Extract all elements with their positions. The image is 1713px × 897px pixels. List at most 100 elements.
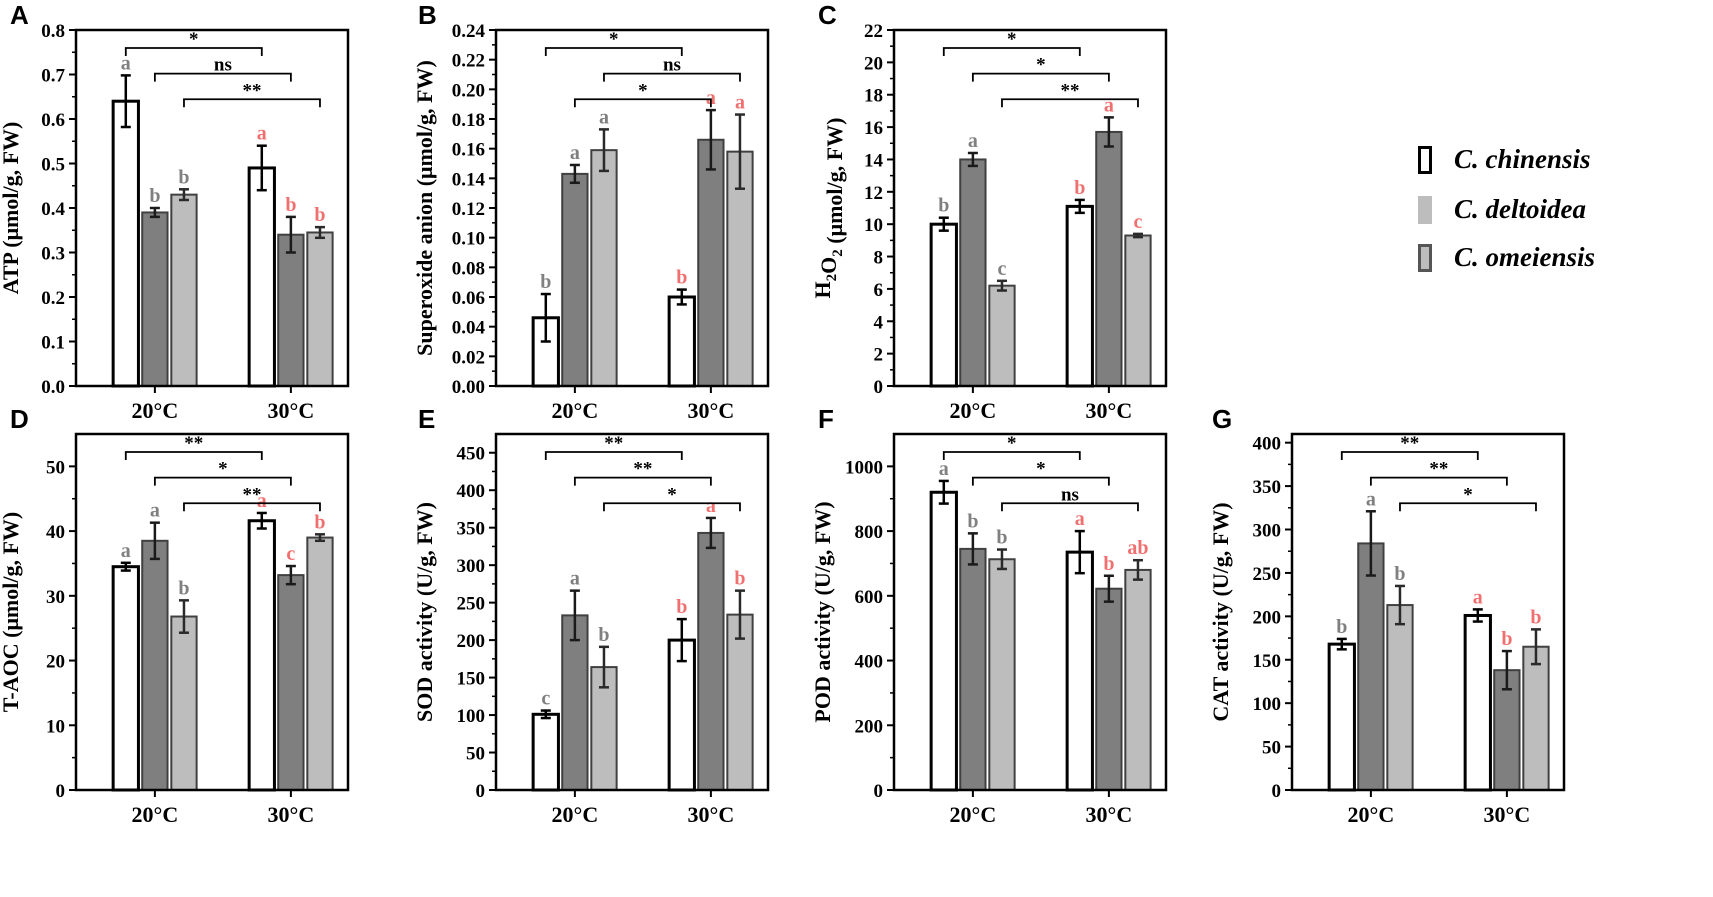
bar [561,614,589,791]
comparison-label: ns [1061,484,1079,505]
x-tick-label: 20°C [950,398,997,423]
panel-label: C [818,0,837,30]
significance-letter: a [706,495,716,517]
panel-label: F [818,404,834,434]
comparison-label: ** [1429,459,1448,480]
comparison-label: ** [242,80,261,101]
y-tick-label: 0.02 [452,347,485,368]
comparison-label: ** [242,484,261,505]
y-tick-label: 2 [874,345,884,366]
bar [1065,550,1094,792]
significance-letter: c [998,258,1007,280]
y-tick-label: 450 [457,444,486,465]
comparison-bracket [544,47,683,56]
panel-label: B [418,0,437,30]
bar [306,536,334,792]
bar [988,558,1016,791]
x-tick-label: 30°C [688,398,735,423]
y-tick-label: 50 [46,457,65,478]
comparison-label: * [1036,55,1046,76]
significance-letter: b [734,568,745,590]
y-axis-title-part: 2 [830,249,846,257]
x-tick-label: 30°C [268,398,315,423]
bar [1095,130,1123,387]
bar [277,233,305,387]
legend-swatch-open [1418,146,1432,174]
y-tick-label: 0.8 [41,21,65,42]
plot-frame [74,432,350,792]
bar [247,519,276,792]
y-tick-label: 100 [1253,694,1282,715]
y-tick-label: 22 [864,21,883,42]
y-tick-label: 0.14 [452,169,486,190]
y-axis-title-part: H [810,281,835,298]
y-axis-title: POD activity (U/g, FW) [810,501,835,722]
comparison-label: ns [214,55,232,76]
y-axis-title: H2O2 (μmol/g, FW) [810,118,847,299]
comparison-bracket [183,98,321,108]
y-tick-label: 0.4 [41,199,65,220]
x-tick-label: 20°C [552,802,599,827]
y-tick-label: 0.12 [452,199,485,220]
y-axis-title: T-AOC (μmol/g, FW) [0,512,23,712]
x-tick-label: 20°C [950,802,997,827]
bar [247,166,276,388]
comparison-bracket [544,451,683,460]
significance-letter: b [1103,553,1114,575]
comparison-bracket [971,72,1110,82]
comparison-bracket [1340,451,1479,460]
bar [170,193,198,387]
comparison-label: ** [1060,80,1079,101]
comparison-bracket [153,476,292,486]
significance-letter: b [1530,606,1541,628]
bar [929,490,958,792]
comparison-label: ** [604,433,623,454]
bar [1357,542,1385,792]
bar [561,172,589,387]
y-tick-label: 150 [1253,651,1282,672]
significance-letter: b [540,271,551,293]
legend-item-deltoidea: C. deltoidea [1418,190,1678,230]
comparison-label: * [638,80,648,101]
y-tick-label: 8 [874,248,884,269]
y-tick-label: 300 [457,556,486,577]
bar [988,284,1016,387]
bar [697,138,725,387]
bar [929,222,958,388]
comparison-bracket [573,476,712,486]
significance-letter: a [570,568,580,590]
y-tick-label: 0.18 [452,110,485,131]
bar [1327,642,1356,792]
significance-letter: a [257,490,267,512]
y-tick-label: 100 [457,706,486,727]
plot-frame [74,28,350,388]
y-tick-label: 14 [864,150,884,171]
significance-letter: b [938,195,949,217]
comparison-bracket [603,72,741,82]
y-tick-label: 300 [1253,521,1282,542]
bar [111,565,140,792]
significance-letter: a [121,540,131,562]
y-tick-label: 200 [855,716,884,737]
y-tick-label: 0.5 [41,155,65,176]
legend-item-omeiensis: C. omeiensis [1418,238,1678,278]
bar [1463,613,1492,792]
legend-label: C. omeiensis [1454,242,1596,272]
x-tick-label: 30°C [688,802,735,827]
y-tick-label: 250 [1253,564,1282,585]
plot-frame [494,432,770,792]
y-tick-label: 12 [864,183,883,204]
bar [277,574,305,792]
significance-letter: a [121,52,131,74]
y-tick-label: 0.20 [452,80,485,101]
y-tick-label: 10 [864,215,883,236]
comparison-label: * [609,29,619,50]
y-tick-label: 0.2 [41,288,65,309]
y-tick-label: 1000 [845,457,883,478]
y-tick-label: 150 [457,669,486,690]
y-axis-title: Superoxide anion (μmol/g, FW) [412,60,437,356]
significance-letter: b [1501,628,1512,650]
comparison-label: ** [633,459,652,480]
x-tick-label: 30°C [268,802,315,827]
